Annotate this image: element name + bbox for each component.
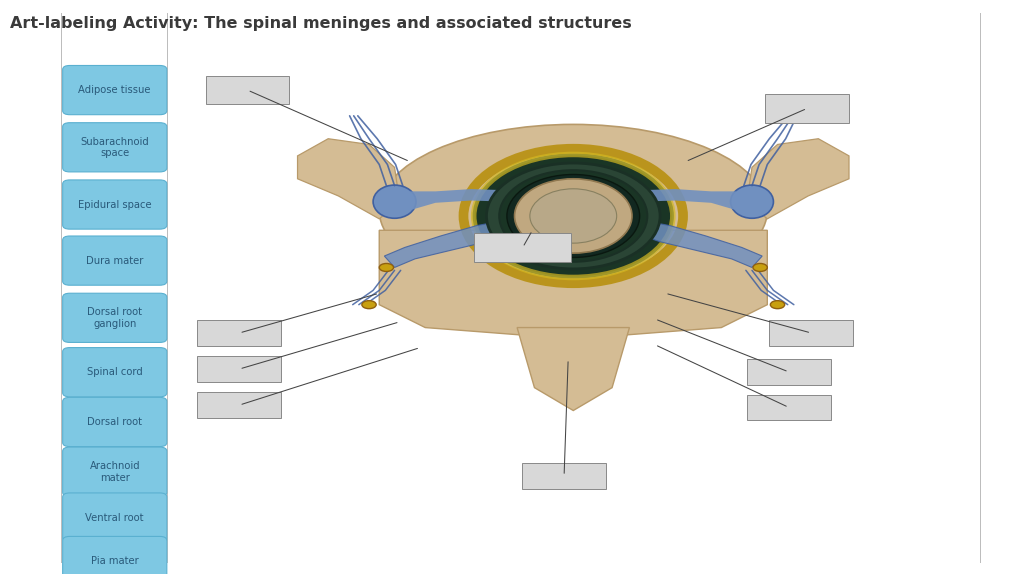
Text: Pia mater: Pia mater: [91, 556, 138, 566]
FancyBboxPatch shape: [746, 394, 830, 420]
FancyBboxPatch shape: [765, 94, 849, 122]
Ellipse shape: [373, 185, 416, 218]
Ellipse shape: [500, 170, 647, 262]
FancyBboxPatch shape: [62, 180, 167, 229]
FancyBboxPatch shape: [62, 536, 167, 575]
Text: Dorsal root: Dorsal root: [87, 417, 142, 427]
FancyBboxPatch shape: [769, 320, 853, 346]
Text: Arachnoid
mater: Arachnoid mater: [89, 461, 140, 482]
Text: Adipose tissue: Adipose tissue: [79, 85, 151, 95]
Circle shape: [361, 301, 376, 309]
Polygon shape: [635, 220, 762, 267]
Polygon shape: [517, 328, 630, 411]
Text: Dorsal root
ganglion: Dorsal root ganglion: [87, 307, 142, 329]
FancyBboxPatch shape: [198, 320, 282, 346]
FancyBboxPatch shape: [62, 66, 167, 114]
Text: Art-labeling Activity: The spinal meninges and associated structures: Art-labeling Activity: The spinal mening…: [9, 16, 632, 30]
PathPatch shape: [640, 189, 736, 210]
Circle shape: [379, 263, 393, 271]
FancyBboxPatch shape: [198, 392, 282, 418]
PathPatch shape: [410, 189, 507, 210]
Ellipse shape: [379, 124, 767, 296]
Polygon shape: [298, 139, 399, 219]
FancyBboxPatch shape: [522, 463, 606, 489]
FancyBboxPatch shape: [62, 236, 167, 285]
Ellipse shape: [507, 174, 640, 258]
Circle shape: [770, 301, 784, 309]
Circle shape: [753, 263, 767, 271]
Ellipse shape: [514, 179, 632, 253]
FancyBboxPatch shape: [62, 347, 167, 397]
FancyBboxPatch shape: [62, 293, 167, 343]
Text: Epidural space: Epidural space: [78, 200, 152, 209]
Text: Subarachnoid
space: Subarachnoid space: [80, 136, 150, 158]
Text: Spinal cord: Spinal cord: [87, 367, 142, 377]
FancyBboxPatch shape: [746, 359, 830, 385]
FancyBboxPatch shape: [62, 397, 167, 447]
FancyBboxPatch shape: [206, 76, 290, 105]
FancyBboxPatch shape: [198, 356, 282, 382]
FancyBboxPatch shape: [62, 447, 167, 496]
Polygon shape: [746, 139, 849, 219]
Ellipse shape: [529, 189, 616, 243]
Ellipse shape: [486, 163, 660, 269]
Polygon shape: [379, 230, 767, 339]
Ellipse shape: [474, 155, 673, 278]
FancyBboxPatch shape: [474, 233, 571, 262]
FancyBboxPatch shape: [62, 122, 167, 172]
FancyBboxPatch shape: [62, 493, 167, 542]
Polygon shape: [384, 220, 512, 267]
Ellipse shape: [730, 185, 773, 218]
Text: Ventral root: Ventral root: [85, 512, 144, 523]
Text: Dura mater: Dura mater: [86, 256, 143, 266]
